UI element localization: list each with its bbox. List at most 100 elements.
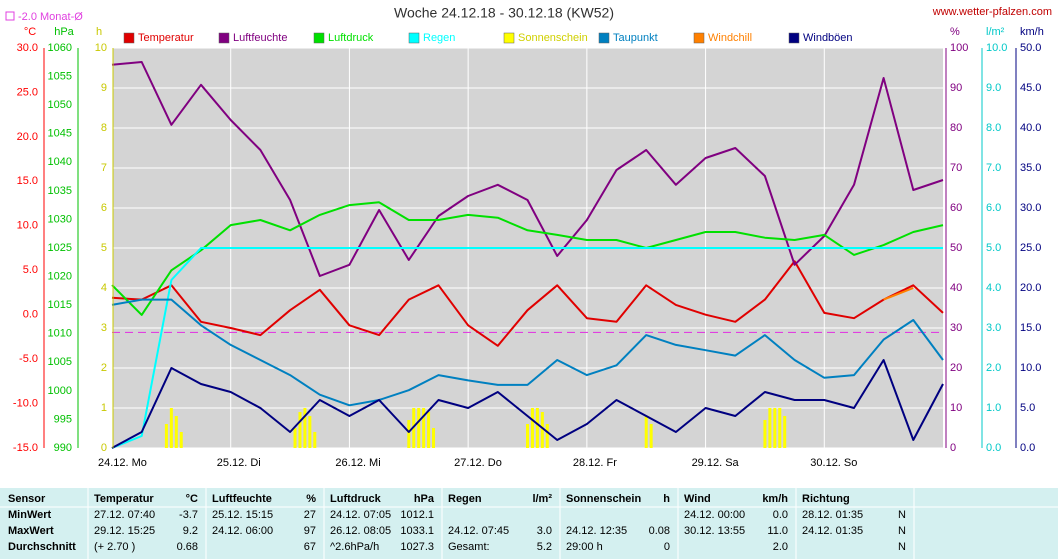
axis-unit: % bbox=[950, 26, 960, 38]
legend-swatch bbox=[598, 32, 610, 44]
y-tick-label: 1.0 bbox=[986, 402, 1001, 414]
table-cell: 5.2 bbox=[537, 541, 552, 553]
table-header: Richtung bbox=[802, 493, 850, 505]
table-cell: (+ 2.70 ) bbox=[94, 541, 135, 553]
y-tick-label: 10.0 bbox=[986, 42, 1007, 54]
sun-bar bbox=[427, 412, 431, 448]
y-tick-label: 45.0 bbox=[1020, 82, 1041, 94]
sun-bar bbox=[783, 416, 787, 448]
sun-bar bbox=[432, 428, 436, 448]
y-tick-label: -10.0 bbox=[13, 397, 38, 409]
sun-bar bbox=[649, 424, 653, 448]
mean-legend-label: -2.0 Monat-Ø bbox=[18, 11, 83, 23]
y-tick-label: 0.0 bbox=[986, 442, 1001, 454]
table-row-label: MaxWert bbox=[8, 525, 54, 537]
y-tick-label: 1030 bbox=[48, 213, 72, 225]
x-tick-label: 30.12. So bbox=[810, 457, 857, 469]
y-tick-label: 1020 bbox=[48, 270, 72, 282]
table-header: km/h bbox=[762, 493, 788, 505]
y-tick-label: 20 bbox=[950, 362, 962, 374]
table-cell: 0.68 bbox=[177, 541, 198, 553]
legend-swatch bbox=[313, 32, 325, 44]
sun-bar bbox=[313, 432, 317, 448]
table-header: Regen bbox=[448, 493, 482, 505]
legend-swatch bbox=[788, 32, 800, 44]
table-cell: 30.12. 13:55 bbox=[684, 525, 745, 537]
table-cell: 2.0 bbox=[773, 541, 788, 553]
series-line bbox=[111, 247, 943, 449]
y-tick-label: 25.0 bbox=[17, 86, 38, 98]
table-cell: 3.0 bbox=[537, 525, 552, 537]
axis-unit: l/m² bbox=[986, 26, 1005, 38]
table-cell: 24.12. 12:35 bbox=[566, 525, 627, 537]
y-tick-label: 10.0 bbox=[17, 220, 38, 232]
y-tick-label: 1005 bbox=[48, 356, 72, 368]
y-tick-label: 0 bbox=[101, 442, 107, 454]
sun-bar bbox=[407, 420, 411, 448]
x-tick-label: 28.12. Fr bbox=[573, 457, 617, 469]
sun-bar bbox=[179, 432, 183, 448]
table-header: Sensor bbox=[8, 493, 46, 505]
y-tick-label: 2 bbox=[101, 362, 107, 374]
y-tick-label: 995 bbox=[54, 413, 72, 425]
series-line bbox=[111, 298, 944, 407]
y-tick-label: 1035 bbox=[48, 185, 72, 197]
table-cell: 26.12. 08:05 bbox=[330, 525, 391, 537]
y-tick-label: 20.0 bbox=[1020, 282, 1041, 294]
y-tick-label: 3.0 bbox=[986, 322, 1001, 334]
table-header: °C bbox=[186, 493, 198, 505]
legend-label: Regen bbox=[423, 32, 455, 44]
table-cell: 25.12. 15:15 bbox=[212, 509, 273, 521]
sun-bar bbox=[526, 424, 529, 448]
series-line bbox=[111, 260, 944, 347]
x-tick-label: 27.12. Do bbox=[454, 457, 502, 469]
x-tick-label: 24.12. Mo bbox=[98, 457, 147, 469]
table-cell: 0.08 bbox=[649, 525, 670, 537]
sun-bar bbox=[778, 408, 782, 448]
table-cell: ^2.6hPa/h bbox=[330, 541, 379, 553]
legend-swatch bbox=[218, 32, 230, 44]
y-tick-label: 9 bbox=[101, 82, 107, 94]
table-cell: 24.12. 07:45 bbox=[448, 525, 509, 537]
table-background bbox=[0, 488, 1058, 559]
table-cell: 29:00 h bbox=[566, 541, 603, 553]
table-cell: N bbox=[898, 541, 906, 553]
sun-bar bbox=[308, 416, 312, 448]
series-line bbox=[111, 359, 944, 449]
y-tick-label: 25.0 bbox=[1020, 242, 1041, 254]
legend-swatch bbox=[503, 32, 515, 44]
y-tick-label: 1050 bbox=[48, 99, 72, 111]
y-tick-label: 4.0 bbox=[986, 282, 1001, 294]
chart-title: Woche 24.12.18 - 30.12.18 (KW52) bbox=[394, 5, 614, 21]
table-cell: 1033.1 bbox=[400, 525, 434, 537]
y-tick-label: 40 bbox=[950, 282, 962, 294]
table-header: Temperatur bbox=[94, 493, 154, 505]
y-tick-label: 100 bbox=[950, 42, 968, 54]
y-tick-label: 1010 bbox=[48, 328, 72, 340]
table-cell: 24.12. 01:35 bbox=[802, 525, 863, 537]
series-line bbox=[111, 201, 944, 316]
axis-unit: km/h bbox=[1020, 26, 1044, 38]
legend-label: Luftdruck bbox=[328, 32, 374, 44]
y-tick-label: 10 bbox=[95, 42, 107, 54]
y-tick-label: 5.0 bbox=[23, 264, 38, 276]
table-header: % bbox=[306, 493, 316, 505]
legend-label: Sonnenschein bbox=[518, 32, 588, 44]
y-tick-label: 1025 bbox=[48, 242, 72, 254]
axis-unit: hPa bbox=[54, 26, 74, 38]
sun-bar bbox=[545, 424, 549, 448]
y-tick-label: -15.0 bbox=[13, 442, 38, 454]
y-tick-label: 60 bbox=[950, 202, 962, 214]
sun-bar bbox=[422, 408, 426, 448]
y-tick-label: 8 bbox=[101, 122, 107, 134]
sun-bar bbox=[303, 408, 307, 448]
y-tick-label: 7 bbox=[101, 162, 107, 174]
y-tick-label: 4 bbox=[101, 282, 107, 294]
table-row-label: MinWert bbox=[8, 509, 52, 521]
sun-bar bbox=[298, 412, 302, 448]
y-tick-label: 6 bbox=[101, 202, 107, 214]
y-tick-label: 15.0 bbox=[1020, 322, 1041, 334]
table-header: Wind bbox=[684, 493, 711, 505]
y-tick-label: 70 bbox=[950, 162, 962, 174]
